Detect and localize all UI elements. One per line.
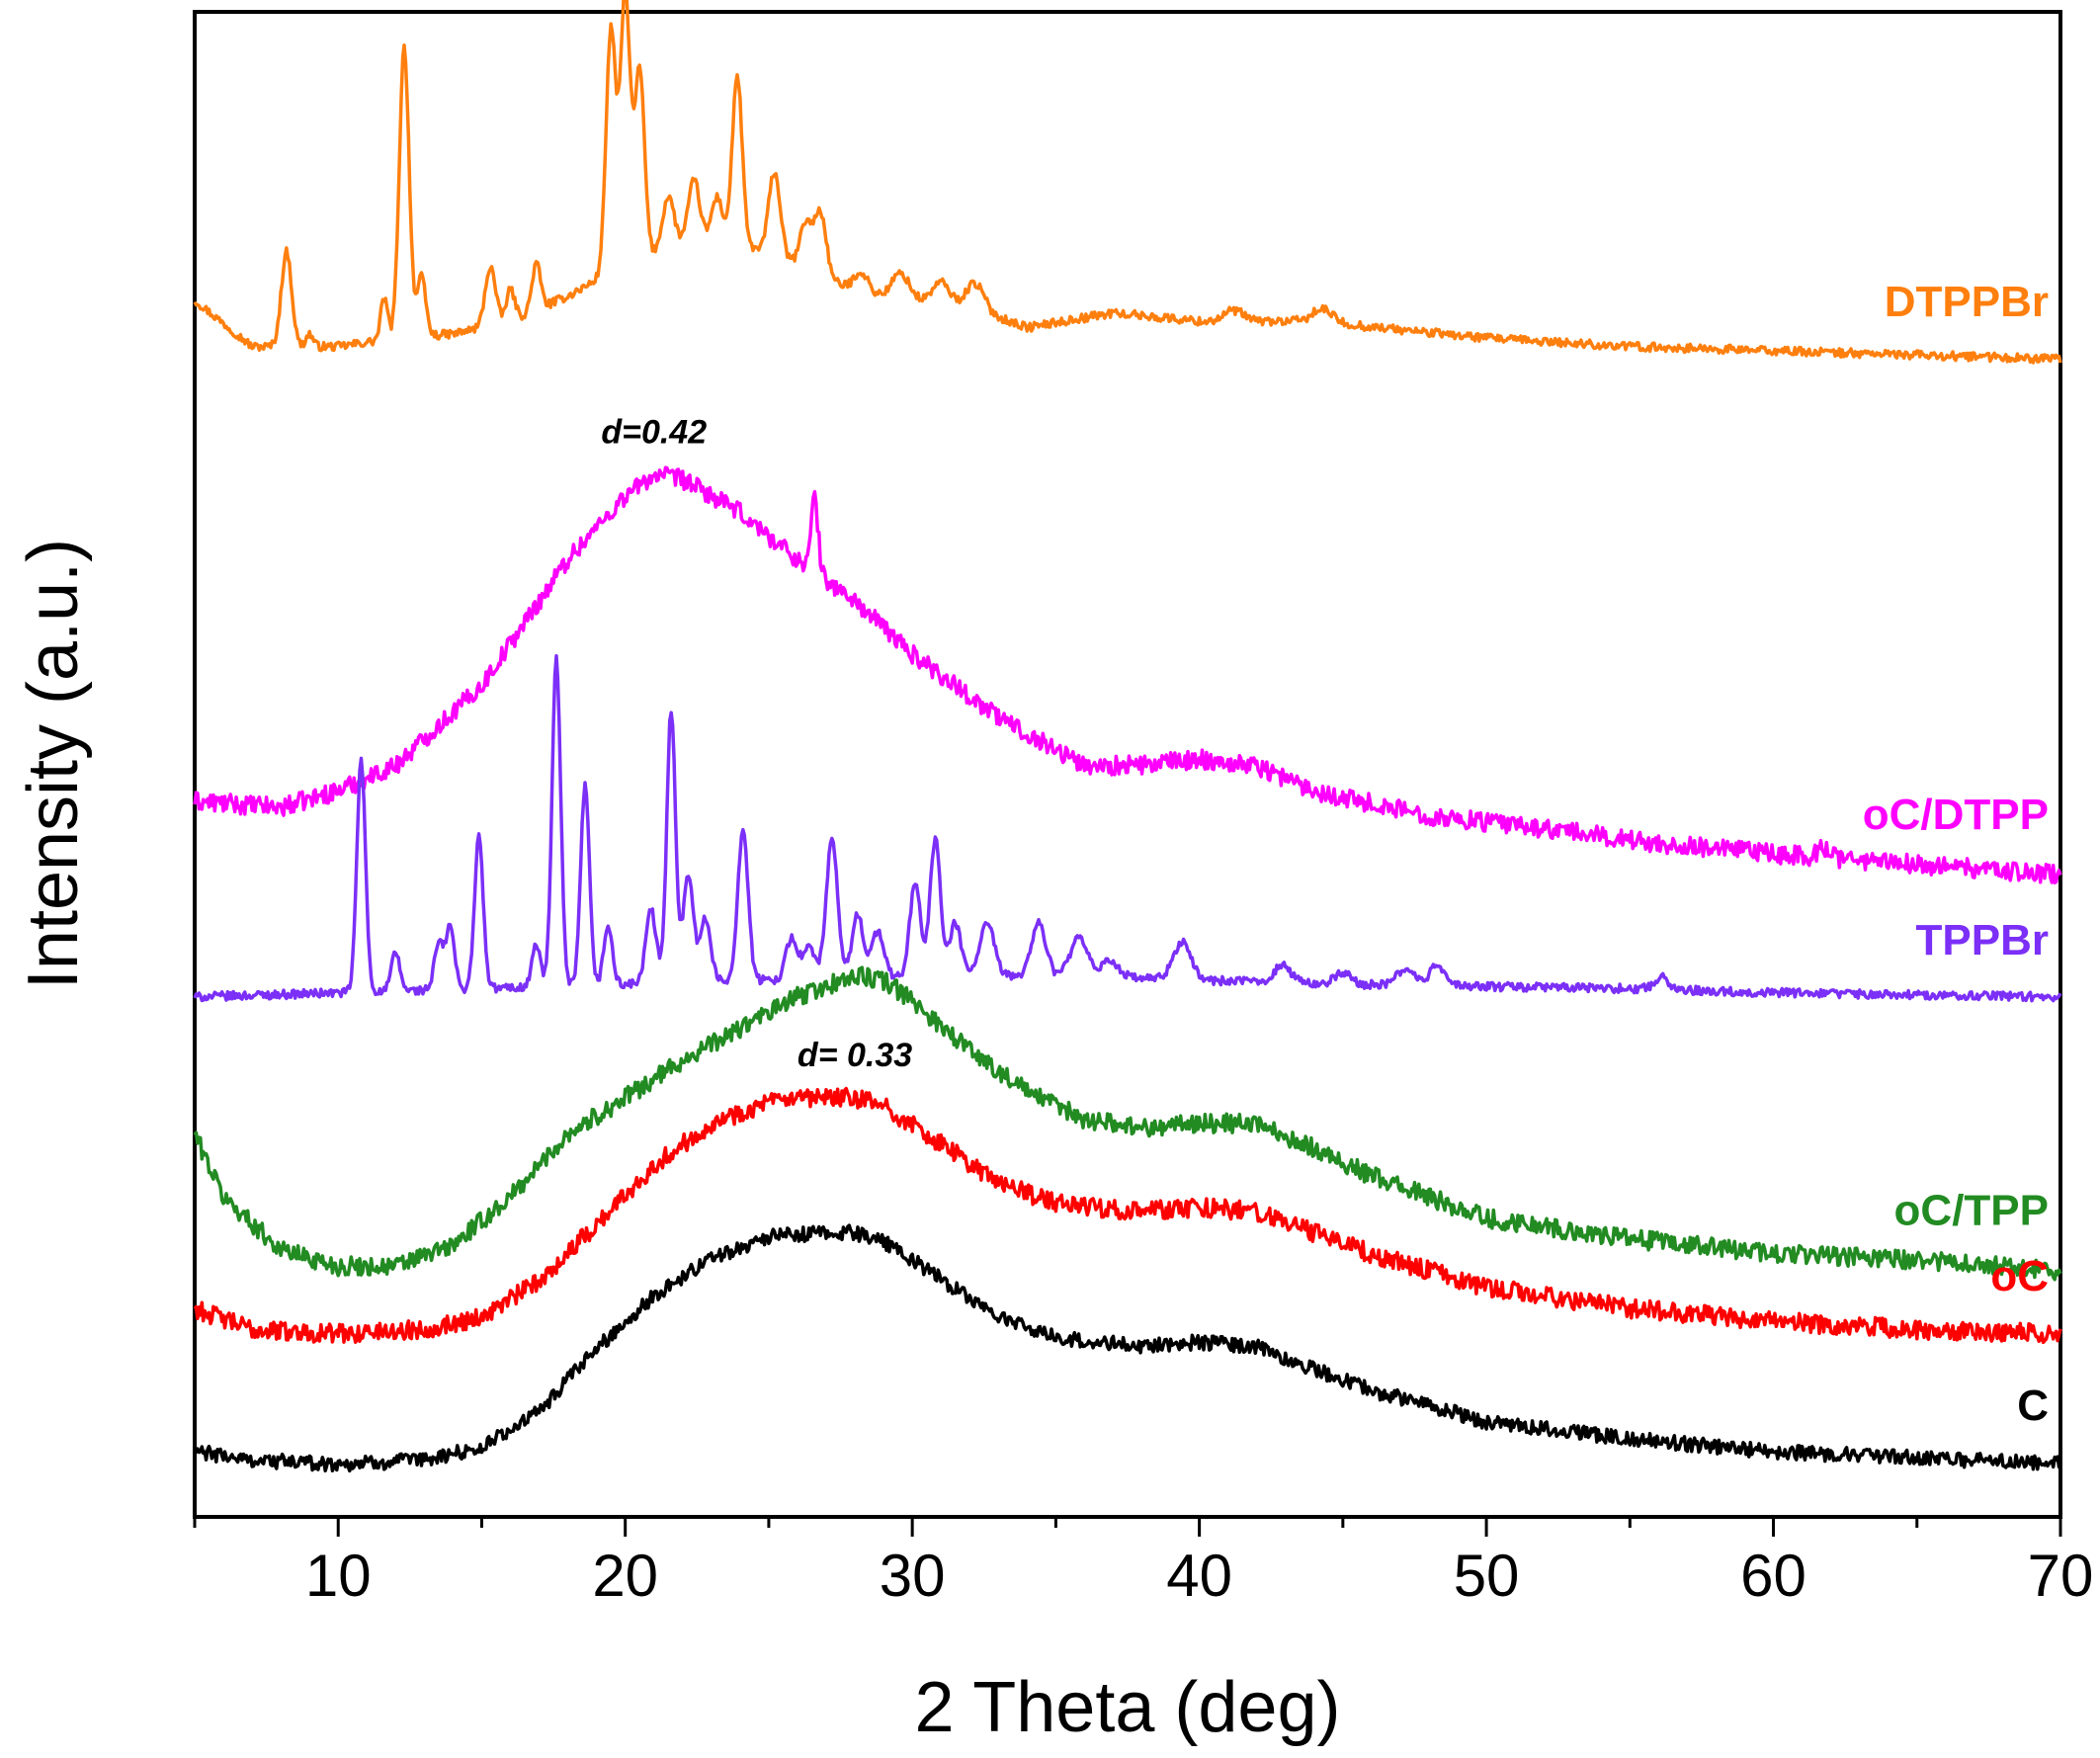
series-line-tppbr — [193, 654, 2062, 1003]
series-label-c: C — [2017, 1381, 2049, 1430]
series-label-oc-tpp: oC/TPP — [1894, 1187, 2049, 1235]
x-tick-label: 50 — [1454, 1543, 1520, 1609]
plot-frame — [193, 10, 2062, 1519]
annotation-label: d= 0.33 — [798, 1037, 912, 1074]
x-tick-label: 40 — [1166, 1543, 1232, 1609]
annotations-group: d=0.42 d= 0.33 — [601, 414, 912, 1075]
x-tick-label: 20 — [592, 1543, 658, 1609]
y-axis-title: Intensity (a.u.) — [14, 539, 93, 989]
x-ticks-group: 10 20 30 40 50 60 70 — [193, 1517, 2094, 1609]
series-label-oc: oC — [1990, 1252, 2049, 1300]
x-tick-label: 30 — [880, 1543, 946, 1609]
series-line-dtppbr — [193, 0, 2062, 365]
series-line-oc-tpp — [193, 965, 2062, 1282]
series-line-oc-dtpp — [193, 465, 2062, 885]
x-axis-title: 2 Theta (deg) — [915, 1668, 1341, 1747]
series-line-c — [194, 1223, 2062, 1473]
series-label-dtppbr: DTPPBr — [1885, 278, 2049, 326]
series-label-tppbr: TPPBr — [1916, 916, 2049, 964]
series-line-oc — [193, 1086, 2062, 1345]
x-tick-label: 70 — [2028, 1543, 2094, 1609]
curves-group — [193, 0, 2062, 1473]
series-labels-group: DTPPBr oC/DTPP TPPBr oC/TPP oC C — [1863, 278, 2049, 1430]
series-label-oc-dtpp: oC/DTPP — [1863, 791, 2049, 839]
x-tick-label: 60 — [1740, 1543, 1806, 1609]
annotation-label: d=0.42 — [601, 414, 707, 452]
x-tick-label: 10 — [305, 1543, 372, 1609]
